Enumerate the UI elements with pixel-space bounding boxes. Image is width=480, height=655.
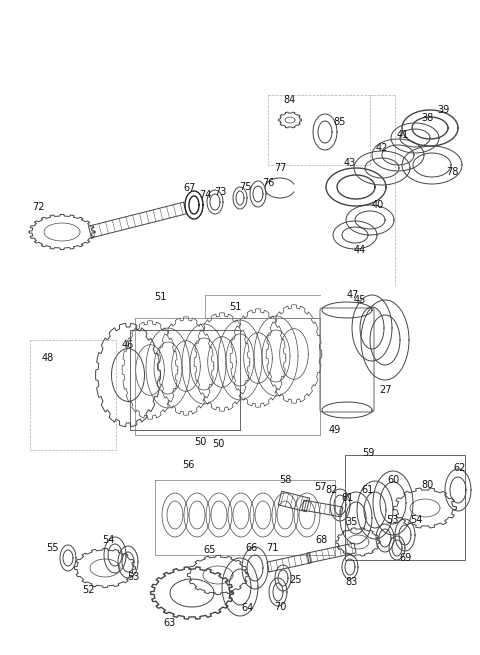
Text: 35: 35 bbox=[346, 517, 358, 527]
Text: 46: 46 bbox=[122, 340, 134, 350]
Text: 55: 55 bbox=[46, 543, 58, 553]
Text: 77: 77 bbox=[274, 163, 286, 173]
Text: 60: 60 bbox=[387, 475, 399, 485]
Text: 81: 81 bbox=[342, 493, 354, 503]
Text: 47: 47 bbox=[347, 290, 359, 300]
Text: 51: 51 bbox=[229, 302, 241, 312]
Text: 43: 43 bbox=[344, 158, 356, 168]
Text: 71: 71 bbox=[266, 543, 278, 553]
Text: 69: 69 bbox=[399, 553, 411, 563]
Text: 58: 58 bbox=[279, 475, 291, 485]
Text: 53: 53 bbox=[127, 572, 139, 582]
Text: 52: 52 bbox=[82, 585, 94, 595]
Text: 27: 27 bbox=[379, 385, 391, 395]
Text: 57: 57 bbox=[314, 482, 326, 492]
Text: 67: 67 bbox=[184, 183, 196, 193]
Text: 78: 78 bbox=[446, 167, 458, 177]
Text: 25: 25 bbox=[289, 575, 301, 585]
Text: 72: 72 bbox=[32, 202, 44, 212]
Text: 76: 76 bbox=[262, 178, 274, 188]
Text: 80: 80 bbox=[422, 480, 434, 490]
Text: 48: 48 bbox=[42, 353, 54, 363]
Text: 84: 84 bbox=[284, 95, 296, 105]
Text: 66: 66 bbox=[246, 543, 258, 553]
Text: 73: 73 bbox=[214, 187, 226, 197]
Text: 41: 41 bbox=[397, 130, 409, 140]
Text: 85: 85 bbox=[334, 117, 346, 127]
Text: 45: 45 bbox=[354, 295, 366, 305]
Text: 59: 59 bbox=[362, 448, 374, 458]
Text: 51: 51 bbox=[154, 292, 166, 302]
Text: 82: 82 bbox=[326, 485, 338, 495]
Text: 61: 61 bbox=[362, 485, 374, 495]
Text: 68: 68 bbox=[316, 535, 328, 545]
Text: 50: 50 bbox=[194, 437, 206, 447]
Text: 44: 44 bbox=[354, 245, 366, 255]
Text: 49: 49 bbox=[329, 425, 341, 435]
Text: 38: 38 bbox=[421, 113, 433, 123]
Text: 56: 56 bbox=[182, 460, 194, 470]
Text: 54: 54 bbox=[410, 515, 422, 525]
Text: 62: 62 bbox=[454, 463, 466, 473]
Text: 65: 65 bbox=[204, 545, 216, 555]
Text: 40: 40 bbox=[372, 200, 384, 210]
Text: 83: 83 bbox=[346, 577, 358, 587]
Text: 64: 64 bbox=[242, 603, 254, 613]
Text: 74: 74 bbox=[199, 190, 211, 200]
Text: 39: 39 bbox=[437, 105, 449, 115]
Text: 54: 54 bbox=[102, 535, 114, 545]
Text: 63: 63 bbox=[164, 618, 176, 628]
Text: 50: 50 bbox=[212, 439, 224, 449]
Text: 53: 53 bbox=[386, 515, 398, 525]
Text: 70: 70 bbox=[274, 602, 286, 612]
Text: 42: 42 bbox=[376, 143, 388, 153]
Text: 75: 75 bbox=[239, 182, 251, 192]
